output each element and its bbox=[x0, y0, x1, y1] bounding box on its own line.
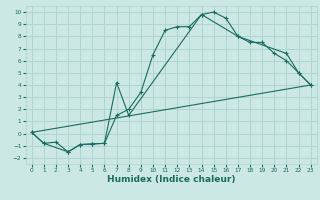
X-axis label: Humidex (Indice chaleur): Humidex (Indice chaleur) bbox=[107, 175, 236, 184]
